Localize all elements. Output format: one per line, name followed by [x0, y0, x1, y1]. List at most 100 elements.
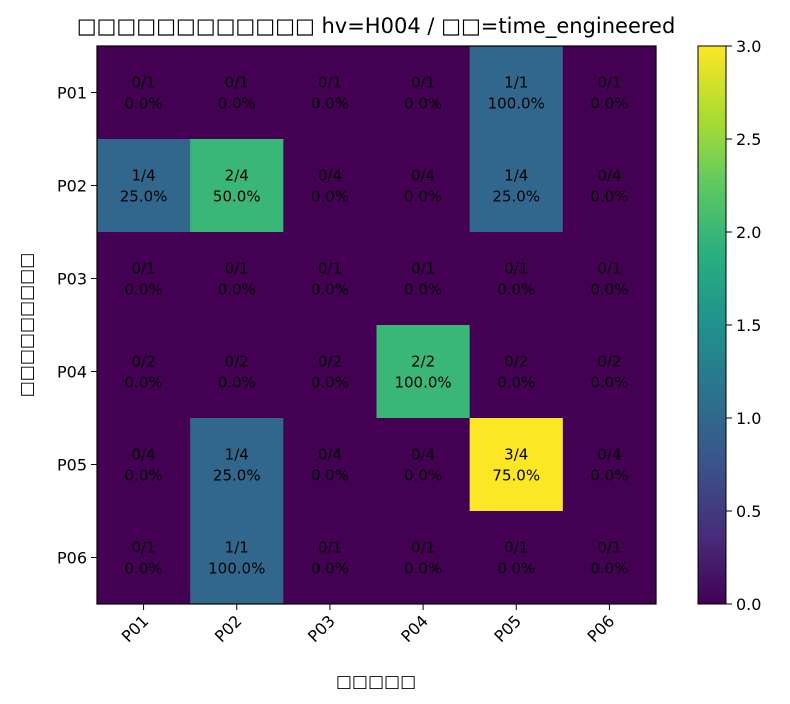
heatmap-cell	[97, 418, 191, 512]
y-tick-label: P01	[57, 84, 87, 103]
cell-count-label: 0/1	[504, 539, 528, 557]
cell-percent-label: 0.0%	[590, 281, 628, 299]
cell-count-label: 0/1	[597, 260, 621, 278]
cell-percent-label: 0.0%	[125, 281, 163, 299]
cell-count-label: 0/1	[597, 539, 621, 557]
heatmap-cell	[376, 325, 471, 419]
cell-percent-label: 0.0%	[590, 467, 628, 485]
heatmap-cell	[376, 232, 471, 326]
y-tick-label: P05	[57, 456, 87, 475]
cell-count-label: 2/2	[411, 353, 435, 371]
cell-percent-label: 100.0%	[208, 560, 265, 578]
y-tick-label: P06	[57, 549, 87, 568]
heatmap-cell	[190, 511, 284, 605]
heatmap-cell	[376, 46, 471, 140]
heatmap-cell	[97, 139, 191, 233]
heatmap-cell	[283, 139, 377, 233]
cell-percent-label: 0.0%	[590, 560, 628, 578]
x-axis-ticks: P01 P02 P03 P04 P05 P06	[118, 604, 618, 646]
cell-count-label: 0/1	[132, 260, 156, 278]
cell-percent-label: 0.0%	[125, 467, 163, 485]
cell-percent-label: 0.0%	[497, 281, 535, 299]
heatmap-cell	[97, 325, 191, 419]
cell-count-label: 1/4	[504, 167, 528, 185]
heatmap-cell	[190, 232, 284, 326]
cell-percent-label: 0.0%	[311, 95, 349, 113]
cell-count-label: 1/1	[225, 539, 249, 557]
y-axis-label: □□□□□□□□□	[17, 253, 37, 398]
cell-count-label: 0/1	[504, 260, 528, 278]
colorbar-ticks: 0.0 0.5 1.0 1.5 2.0 2.5 3.0	[726, 37, 761, 614]
cell-count-label: 1/4	[225, 446, 249, 464]
heatmap-cell	[97, 46, 191, 140]
heatmap-cell	[376, 418, 471, 512]
cell-count-label: 0/2	[132, 353, 156, 371]
cell-percent-label: 0.0%	[218, 374, 256, 392]
cell-count-label: 0/2	[597, 353, 621, 371]
cell-percent-label: 25.0%	[213, 467, 261, 485]
cell-percent-label: 0.0%	[497, 560, 535, 578]
cell-count-label: 0/4	[411, 167, 435, 185]
colorbar-tick-label: 1.0	[736, 409, 761, 428]
plot-frame	[96, 45, 657, 605]
cell-count-label: 1/1	[504, 74, 528, 92]
colorbar-tick-label: 3.0	[736, 37, 761, 56]
x-tick-label: P02	[211, 611, 246, 646]
y-axis-ticks: P01 P02 P03 P04 P05 P06	[57, 84, 97, 568]
heatmap-cell	[190, 46, 284, 140]
heatmap-cell	[562, 46, 657, 140]
colorbar-tick-label: 0.0	[736, 595, 761, 614]
cell-count-label: 0/1	[318, 539, 342, 557]
heatmap-cell	[97, 232, 191, 326]
chart-title: □□□□□□□□□□□□ hv=H004 / □□=time_engineere…	[77, 14, 676, 39]
heatmap-cell	[469, 418, 564, 512]
y-tick-label: P02	[57, 177, 87, 196]
heatmap-cell	[469, 325, 564, 419]
x-tick-label: P03	[304, 611, 339, 646]
cell-count-label: 2/4	[225, 167, 249, 185]
cell-percent-label: 0.0%	[404, 95, 442, 113]
colorbar-tick-label: 2.0	[736, 223, 761, 242]
cell-count-label: 0/4	[318, 446, 342, 464]
cell-count-label: 0/4	[132, 446, 156, 464]
heatmap-cell	[283, 325, 377, 419]
colorbar-tick-label: 2.5	[736, 130, 761, 149]
cell-count-label: 0/2	[225, 353, 249, 371]
heatmap-cell	[190, 325, 284, 419]
colorbar-tick-label: 1.5	[736, 316, 761, 335]
x-tick-label: P04	[397, 611, 432, 646]
cell-percent-label: 0.0%	[404, 281, 442, 299]
heatmap-cell-labels: 0/1 0.0% 0/1 0.0% 0/1 0.0% 0/1 0.0% 1/1 100.0% 0/1…	[120, 74, 629, 578]
heatmap-cell	[190, 139, 284, 233]
cell-percent-label: 0.0%	[125, 374, 163, 392]
heatmap-cell	[283, 418, 377, 512]
heatmap-cell	[562, 139, 657, 233]
x-tick-label: P01	[118, 611, 153, 646]
cell-percent-label: 25.0%	[120, 188, 168, 206]
cell-count-label: 3/4	[504, 446, 528, 464]
heatmap-cell	[562, 511, 657, 605]
heatmap-cell	[190, 418, 284, 512]
heatmap-cell	[562, 325, 657, 419]
cell-percent-label: 0.0%	[404, 560, 442, 578]
cell-percent-label: 0.0%	[311, 374, 349, 392]
heatmap-cell	[376, 139, 471, 233]
cell-percent-label: 50.0%	[213, 188, 261, 206]
heatmap-cell	[469, 511, 564, 605]
heatmap-cell	[97, 511, 191, 605]
cell-percent-label: 75.0%	[492, 467, 540, 485]
cell-count-label: 0/4	[318, 167, 342, 185]
heatmap-cell	[283, 511, 377, 605]
cell-percent-label: 0.0%	[404, 188, 442, 206]
cell-percent-label: 0.0%	[590, 95, 628, 113]
heatmap-cell	[469, 46, 564, 140]
colorbar-tick-label: 0.5	[736, 502, 761, 521]
cell-count-label: 0/1	[132, 74, 156, 92]
cell-count-label: 0/1	[411, 74, 435, 92]
cell-count-label: 0/1	[411, 260, 435, 278]
colorbar	[697, 45, 727, 605]
cell-percent-label: 100.0%	[488, 95, 545, 113]
heatmap-cell	[562, 418, 657, 512]
cell-count-label: 0/1	[597, 74, 621, 92]
heatmap-cell	[469, 139, 564, 233]
